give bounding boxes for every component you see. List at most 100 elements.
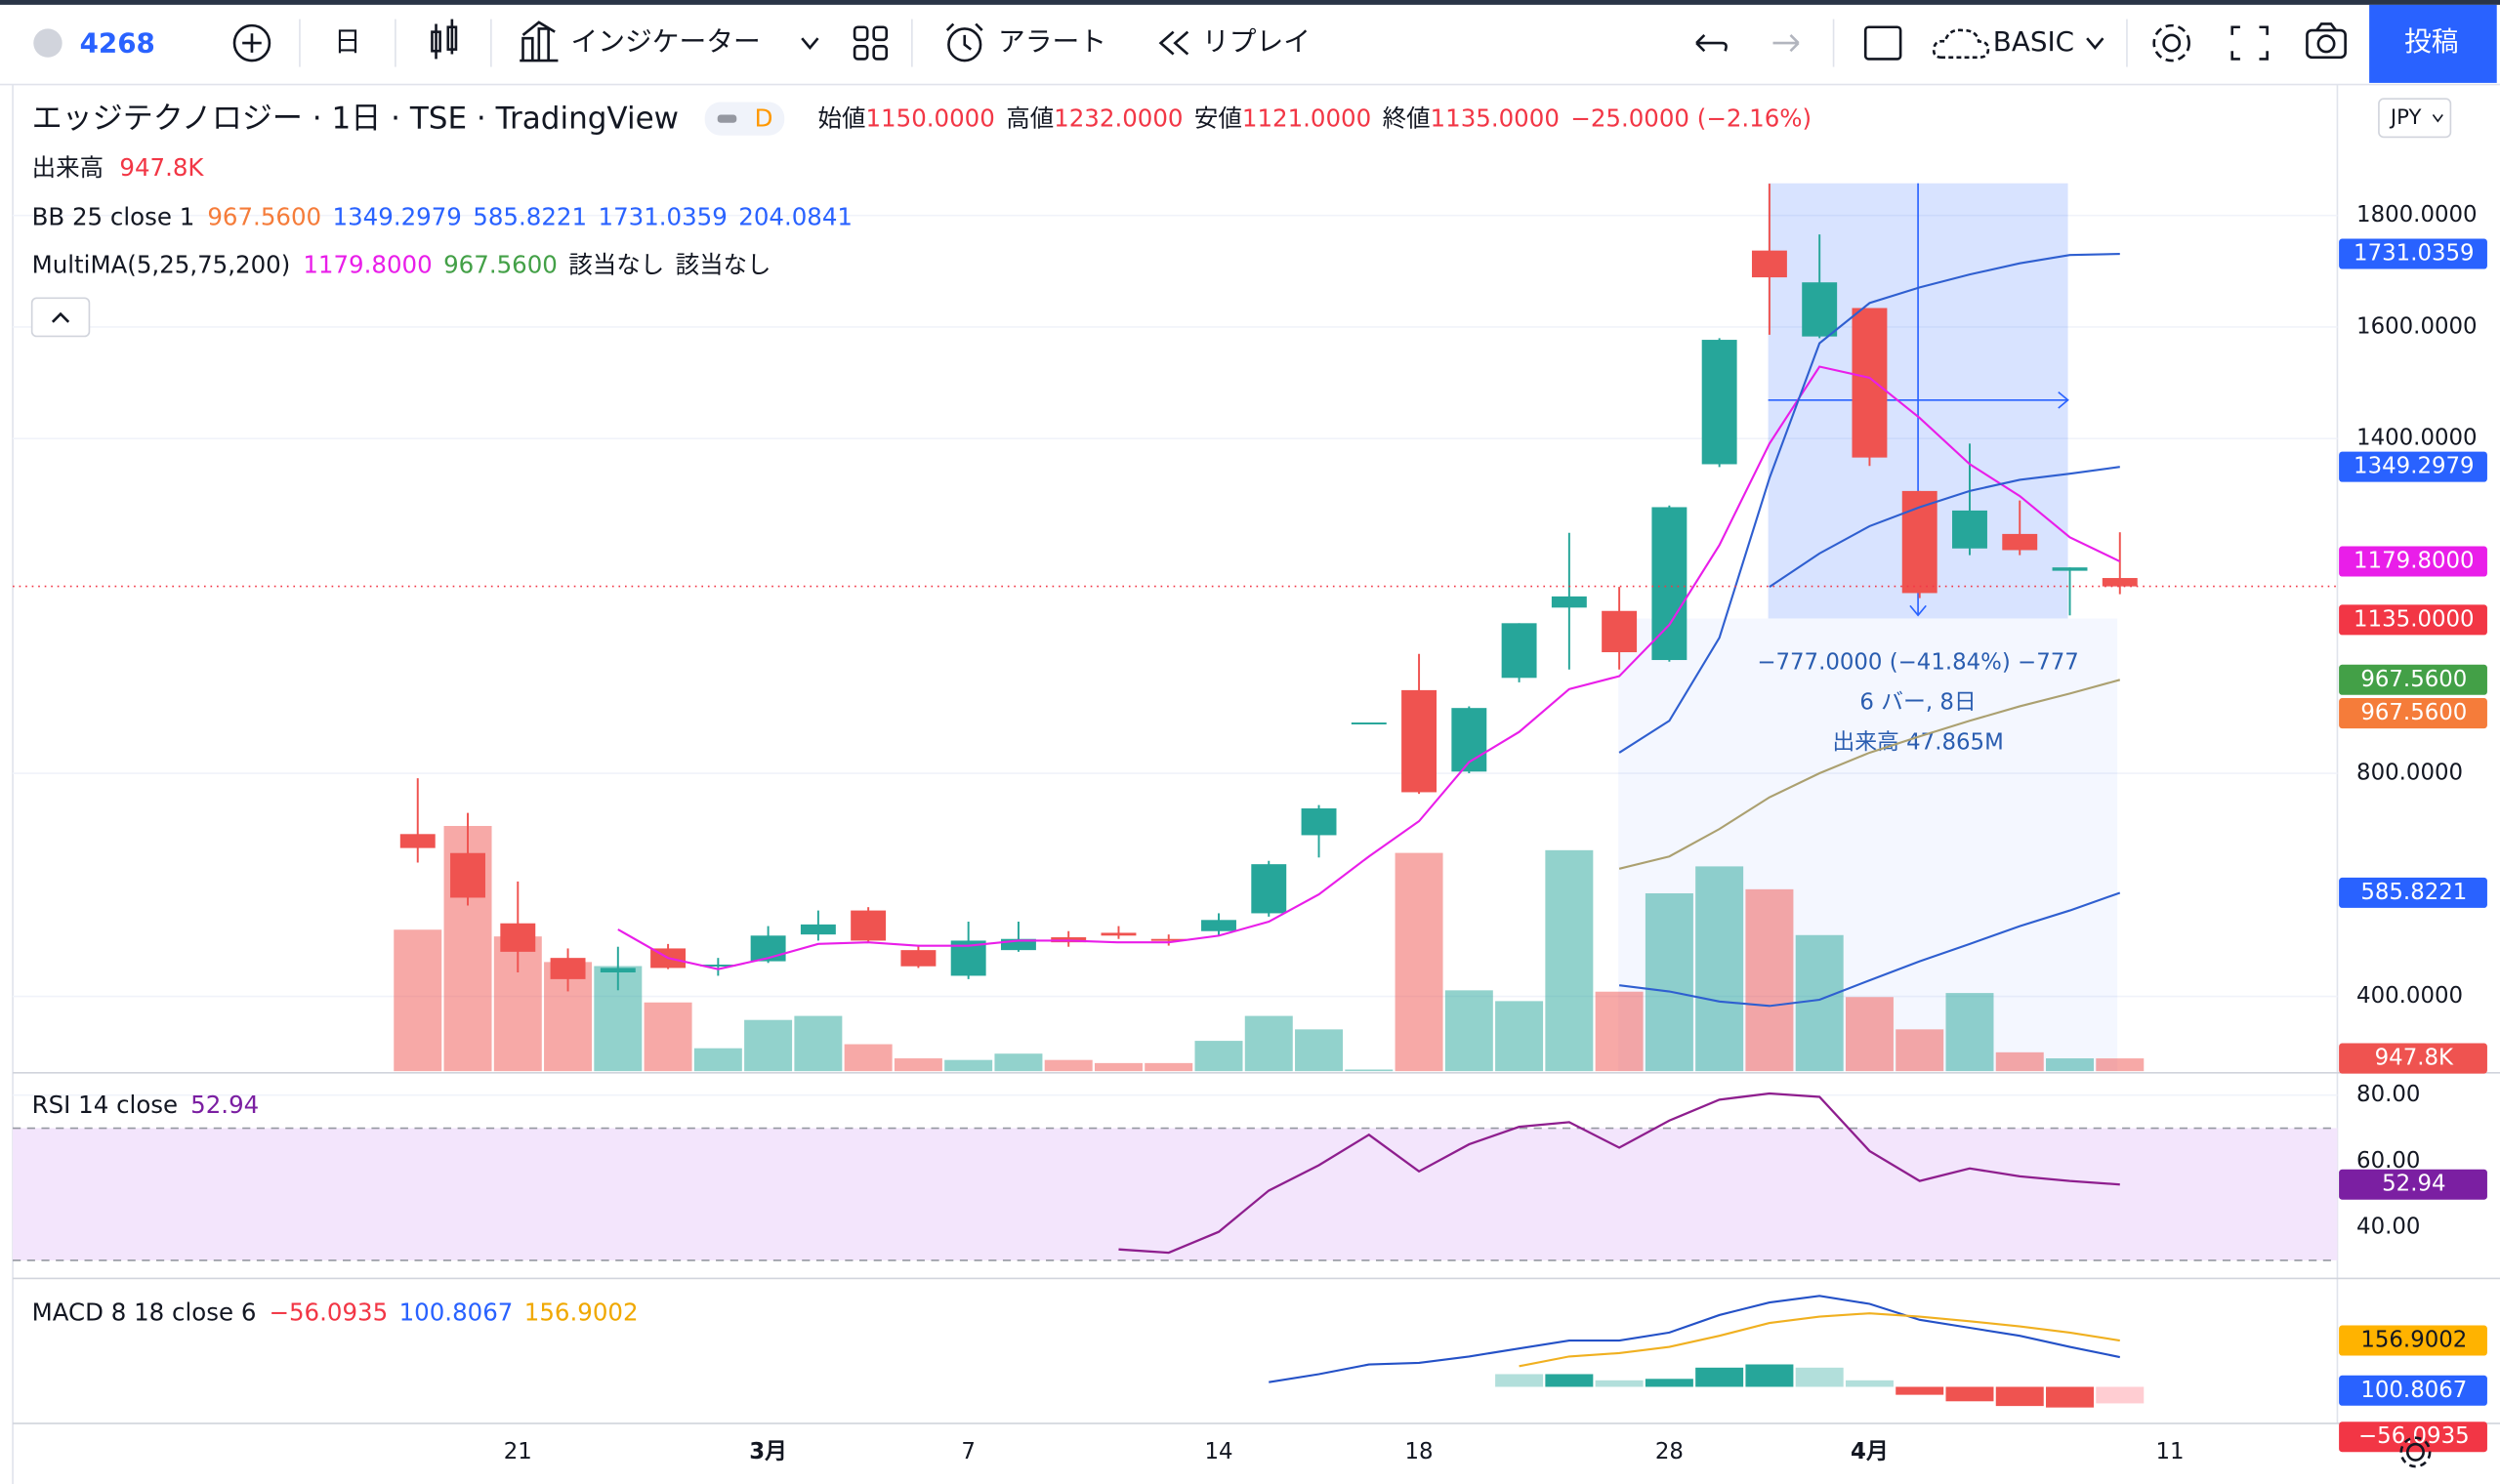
macd-histogram-bar <box>1845 1380 1894 1387</box>
candle-body <box>1351 722 1387 724</box>
candle-body <box>1602 610 1638 653</box>
x-tick-label: 11 <box>2156 1439 2185 1464</box>
y-tick-label: 60.00 <box>2356 1148 2420 1174</box>
x-tick-label: 28 <box>1655 1439 1684 1464</box>
volume-bar <box>1094 1062 1143 1072</box>
volume-bar <box>994 1053 1043 1072</box>
ohlc-label: 高値 <box>1006 103 1054 132</box>
ohlc-legend: 始値1150.0000 高値1232.0000 安値1121.0000 終値1135.… <box>818 103 1812 132</box>
currency-chevron[interactable] <box>2432 114 2443 123</box>
candle-body <box>1802 282 1838 337</box>
candle-body <box>1751 250 1787 278</box>
templates-button[interactable] <box>853 25 889 61</box>
macd-value: 100.8067 <box>399 1298 514 1326</box>
volume-bar <box>744 1019 793 1072</box>
price-label-box <box>2339 664 2487 695</box>
y-tick-label: 1600.0000 <box>2356 313 2478 339</box>
price-label-box <box>2339 698 2487 729</box>
price-label-box <box>2339 604 2487 636</box>
y-tick-label: 1400.0000 <box>2356 426 2478 451</box>
pane-frame <box>12 84 2500 1484</box>
currency[interactable]: JPY <box>2389 105 2422 130</box>
marks-layer <box>13 184 2338 1408</box>
bb-value: 1349.2979 <box>333 203 462 231</box>
alert-label[interactable]: アラート <box>998 25 1106 58</box>
symbol-icon[interactable] <box>33 28 62 58</box>
price-label-box <box>2339 1422 2487 1453</box>
replay-button[interactable]: リプレイ <box>1158 25 1311 58</box>
price-label: 585.8221 <box>2360 880 2467 905</box>
multima-name: MultiMA(5,25,75,200) <box>32 251 291 279</box>
currency-button[interactable] <box>2378 98 2452 139</box>
indicator-line <box>1618 679 2121 870</box>
macd-histogram-bar <box>1896 1386 1944 1395</box>
macd-histogram-bar <box>1945 1386 1994 1402</box>
volume-bar <box>1795 934 1844 1072</box>
collapse-button[interactable] <box>30 297 91 338</box>
top-strip <box>0 0 2500 5</box>
symbol-title: エッジテクノロジー · 1日 · TSE · TradingView <box>32 101 679 136</box>
x-tick-label: 21 <box>504 1439 532 1464</box>
volume-bar <box>1194 1041 1243 1072</box>
x-tick-label: 3月 <box>749 1439 787 1464</box>
undo-button[interactable] <box>1695 33 1728 53</box>
candle-body <box>450 852 485 898</box>
interval-button[interactable]: 日 <box>334 25 361 58</box>
axis-layer: 1800.0000 1600.0000 1400.0000 800.0000 400.0… <box>504 202 2487 1464</box>
alert-button[interactable]: アラート <box>945 22 1106 62</box>
y-tick-label: 800.0000 <box>2356 761 2463 786</box>
measure-change: −777.0000 (−41.84%) −777 <box>1757 650 2078 676</box>
layout-name[interactable]: BASIC <box>1993 25 2074 58</box>
publish-button[interactable] <box>2369 4 2497 83</box>
price-label-box <box>2339 1375 2487 1406</box>
candle-body <box>1301 808 1337 836</box>
snapshot-button[interactable] <box>2306 22 2347 60</box>
collapse-icon[interactable] <box>51 311 70 323</box>
candle-body <box>550 958 586 979</box>
toolbar: 4268 日 インジケーター アラート リプレイ BASIC <box>0 0 2500 86</box>
candle-body <box>900 950 937 967</box>
candle-body <box>2002 533 2038 551</box>
candle-body <box>851 910 887 941</box>
volume-bar <box>1044 1059 1093 1072</box>
volume-bar <box>644 1002 692 1072</box>
time-axis-settings[interactable] <box>2399 1436 2432 1468</box>
candle-body <box>1251 864 1287 914</box>
chart-type-button[interactable] <box>431 19 458 60</box>
y-tick-label: 80.00 <box>2356 1082 2420 1107</box>
candle-body <box>800 924 836 935</box>
rsi-name: RSI 14 close <box>32 1091 178 1119</box>
ohlc-label: 終値 <box>1383 103 1431 132</box>
macd-histogram-bar <box>1645 1379 1693 1387</box>
save-layout-button[interactable]: BASIC <box>1932 25 2104 60</box>
redo-button[interactable] <box>1772 33 1800 53</box>
candle-body <box>1101 932 1137 936</box>
volume-bar <box>1295 1029 1344 1072</box>
macd-value: −56.0935 <box>269 1298 388 1326</box>
bb-value: 204.0841 <box>738 203 853 231</box>
volume-bar <box>1145 1062 1193 1072</box>
settings-button[interactable] <box>2152 23 2190 62</box>
candle-body <box>1401 689 1438 793</box>
indicators-button[interactable]: インジケーター <box>520 21 819 62</box>
layout-button[interactable] <box>1863 25 1902 61</box>
publish-label[interactable]: 投稿 <box>2404 25 2459 58</box>
volume-bar <box>1645 892 1693 1072</box>
candle-body <box>2052 567 2088 571</box>
ohlc-value: 1150.0000 <box>865 103 994 132</box>
replay-label[interactable]: リプレイ <box>1202 25 1311 58</box>
price-label: 967.5600 <box>2360 667 2467 692</box>
symbol[interactable]: 4268 <box>80 27 155 60</box>
indicators-label[interactable]: インジケーター <box>570 25 760 58</box>
candle-body <box>1551 596 1587 608</box>
multima-value: 該当なし <box>676 251 771 279</box>
add-symbol[interactable] <box>232 23 271 62</box>
price-label-box <box>2339 546 2487 577</box>
multima-legend: MultiMA(5,25,75,200) 1179.8000 967.5600 該当な… <box>32 251 771 279</box>
fullscreen-button[interactable] <box>2230 25 2269 61</box>
legend: エッジテクノロジー · 1日 · TSE · TradingView D 始値1… <box>30 98 2452 1468</box>
volume-bar <box>1345 1069 1394 1072</box>
measure-arrow <box>2058 392 2069 409</box>
candle-body <box>700 965 736 967</box>
price-label: 100.8067 <box>2360 1378 2467 1403</box>
